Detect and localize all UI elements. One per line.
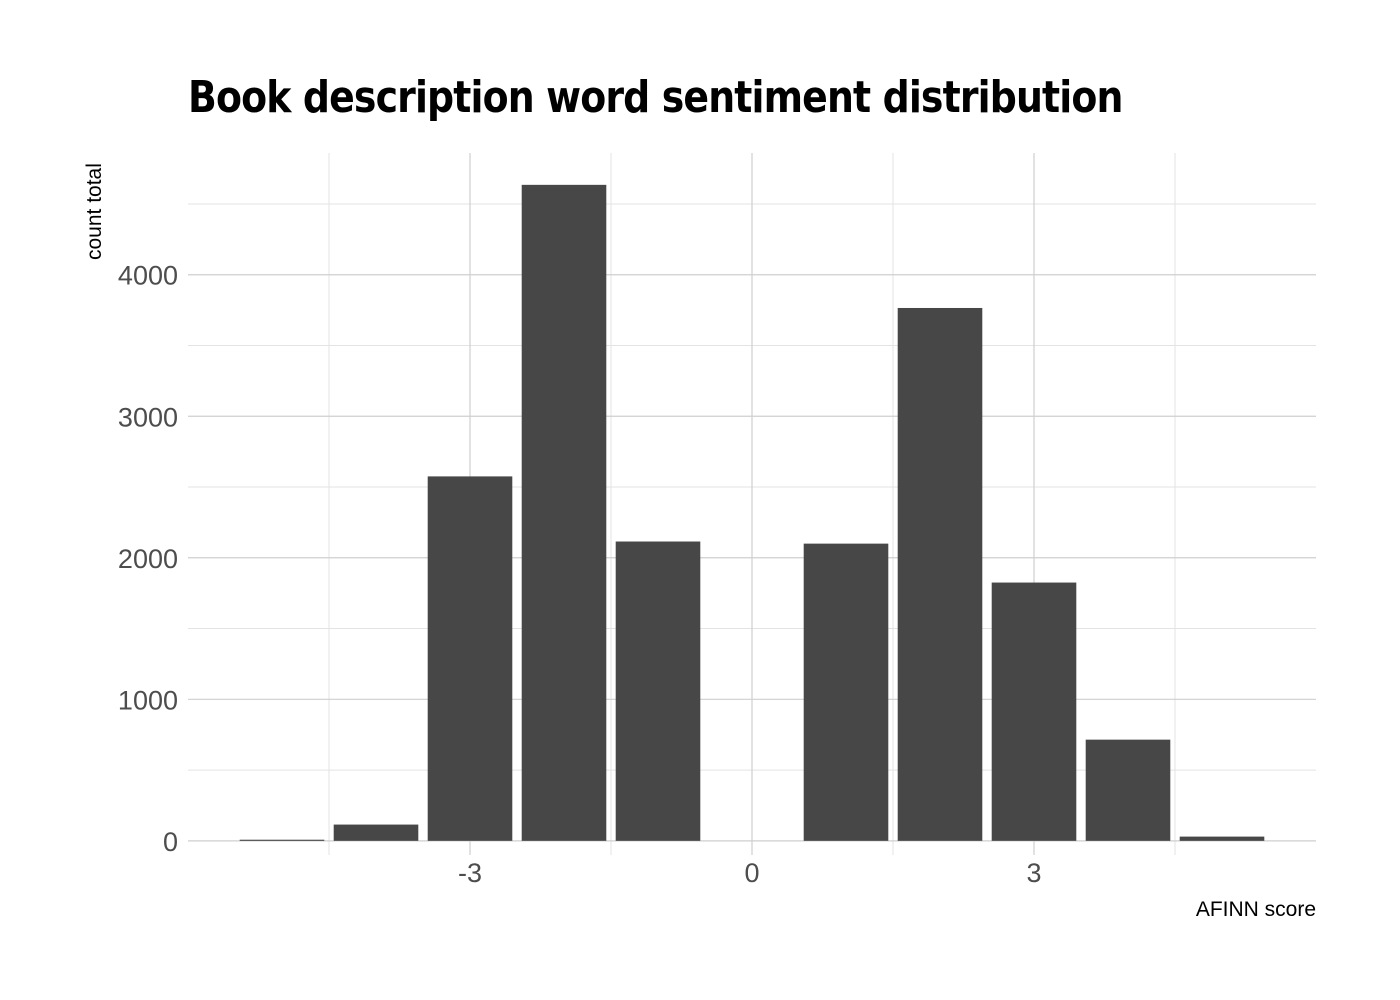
bar bbox=[427, 476, 513, 841]
y-tick-label: 0 bbox=[163, 827, 178, 857]
y-tick-label: 4000 bbox=[118, 261, 178, 291]
y-axis-title: count total bbox=[83, 163, 106, 260]
x-tick-label: 0 bbox=[744, 858, 759, 888]
bar bbox=[897, 307, 983, 841]
x-tick-labels: -3 0 3 bbox=[458, 858, 1042, 888]
y-tick-labels: 0 1000 2000 3000 4000 bbox=[118, 261, 178, 857]
bar bbox=[1085, 739, 1171, 841]
y-tick-label: 2000 bbox=[118, 544, 178, 574]
x-tick-label: -3 bbox=[458, 858, 482, 888]
y-tick-label: 1000 bbox=[118, 685, 178, 715]
bar bbox=[333, 824, 419, 841]
bar bbox=[803, 543, 889, 841]
chart-title: Book description word sentiment distribu… bbox=[188, 72, 1123, 123]
x-axis-title: AFINN score bbox=[1196, 898, 1316, 921]
bar bbox=[239, 839, 325, 841]
bar bbox=[521, 184, 607, 841]
y-tick-label: 3000 bbox=[118, 402, 178, 432]
bars bbox=[239, 184, 1265, 841]
bar bbox=[1179, 836, 1265, 841]
bar bbox=[615, 541, 701, 841]
x-tick-label: 3 bbox=[1026, 858, 1041, 888]
bar bbox=[991, 582, 1077, 841]
